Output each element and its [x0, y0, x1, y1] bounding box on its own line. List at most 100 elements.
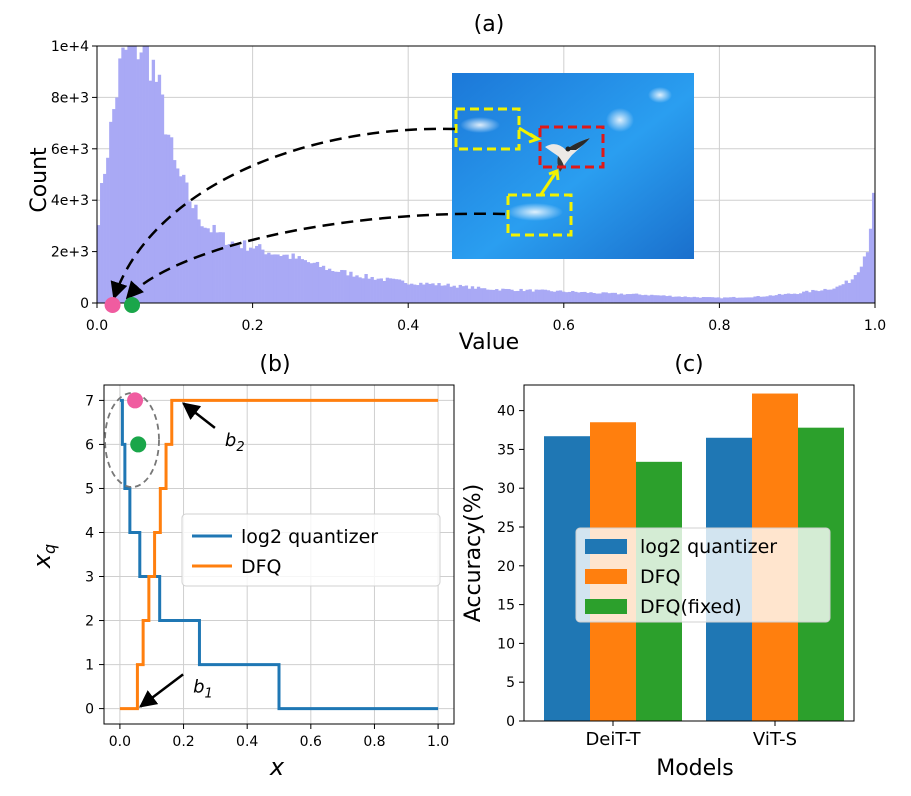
histogram-bar: [640, 295, 645, 303]
histogram-bar: [498, 290, 502, 303]
histogram-bar: [388, 278, 393, 303]
histogram-bar: [577, 292, 581, 303]
histogram-bar: [713, 297, 718, 303]
histogram-bar: [300, 259, 304, 303]
annotation-label: b2: [225, 430, 245, 455]
ylabel-subscript: q: [40, 544, 59, 554]
histogram-bar: [841, 284, 845, 303]
histogram-bar: [753, 296, 757, 303]
histogram-bar: [707, 297, 712, 303]
histogram-bar: [589, 292, 593, 303]
histogram-bar: [191, 208, 195, 303]
histogram-bar: [473, 288, 478, 303]
y-tick-label: 8e+3: [51, 90, 89, 106]
y-tick-label: 15: [497, 598, 515, 614]
histogram-bar: [458, 284, 462, 303]
histogram-bar: [245, 250, 250, 303]
histogram-bar: [726, 297, 730, 303]
legend-frame: [181, 513, 441, 587]
histogram-bar: [695, 297, 700, 303]
histogram-bar: [242, 240, 247, 303]
histogram-bar: [258, 244, 262, 303]
histogram-bar: [792, 293, 797, 303]
histogram-bar: [613, 292, 617, 303]
histogram-bar: [850, 279, 855, 303]
histogram-bar: [662, 295, 666, 303]
panel-c-y-ticks: 0 5 10 15 20 25 30 35 40: [497, 404, 524, 730]
histogram-bar: [169, 137, 174, 303]
y-tick-label: 1: [85, 658, 94, 674]
panel-a-y-ticks: 0 2e+3 4e+3 6e+3 8e+3 1e+4: [51, 39, 97, 312]
histogram-bar: [561, 291, 566, 303]
y-tick-label: 1e+4: [51, 39, 89, 55]
histogram-bar: [598, 293, 602, 303]
histogram-bar: [507, 289, 511, 303]
histogram-bar: [160, 94, 165, 303]
annotation-label-subscript: 2: [236, 440, 244, 455]
histogram-bar: [416, 285, 420, 303]
histogram-bar: [568, 291, 572, 303]
legend-label: log2 quantizer: [640, 536, 777, 558]
histogram-bar: [361, 278, 365, 303]
histogram-bar: [665, 296, 669, 303]
y-tick-label: 0: [85, 702, 94, 718]
y-tick-label: 4: [85, 525, 94, 541]
dashed-curve-top: [110, 127, 456, 300]
histogram-bar: [151, 59, 156, 304]
yellow-arrowhead-icon: [528, 132, 542, 144]
histogram-bar: [780, 294, 785, 303]
x-tick-label: 0.6: [300, 734, 322, 750]
histogram-bar: [549, 291, 554, 303]
histogram-bar: [455, 287, 459, 303]
histogram-bar: [133, 46, 137, 303]
histogram-bar: [777, 293, 782, 303]
x-tick-label: 0.8: [708, 318, 730, 334]
panel-b-title: (b): [259, 352, 290, 377]
histogram-bar: [759, 296, 763, 303]
x-tick-label: DeiT-T: [585, 729, 641, 750]
histogram-bar: [370, 276, 374, 303]
histogram-bar: [786, 293, 791, 303]
histogram-bar: [251, 248, 256, 303]
histogram-bar: [236, 245, 241, 303]
panel-b-legend: log2 quantizer DFQ: [181, 513, 441, 587]
legend-label: DFQ: [640, 566, 681, 588]
histogram-bar: [519, 288, 523, 303]
histogram-bar: [376, 278, 380, 303]
histogram-bar: [795, 294, 800, 303]
histogram-bar: [486, 289, 490, 303]
histogram-bar: [267, 252, 271, 303]
histogram-bar: [701, 297, 706, 303]
histogram-bar: [109, 121, 113, 304]
histogram-bar: [154, 81, 159, 304]
histogram-bar: [358, 277, 362, 303]
histogram-bar: [309, 263, 314, 303]
histogram-bar: [644, 294, 648, 303]
histogram-bar: [410, 283, 414, 303]
histogram-bar: [744, 297, 748, 303]
histogram-bar: [732, 296, 736, 303]
histogram-bar: [285, 254, 289, 303]
y-tick-label: 2: [85, 614, 94, 630]
histogram-bar: [279, 256, 283, 303]
histogram-bar: [622, 294, 627, 303]
histogram-bar: [136, 59, 140, 303]
histogram-bar: [716, 297, 721, 303]
histogram-bar: [677, 296, 681, 303]
histogram-bar: [291, 253, 295, 303]
histogram-bar: [865, 252, 870, 303]
histogram-bar: [501, 288, 505, 303]
histogram-bar: [574, 291, 578, 303]
histogram-bar: [112, 109, 116, 303]
histogram-bar: [504, 288, 508, 303]
histogram-bar: [212, 224, 216, 303]
panel-a-ylabel: Count: [27, 147, 52, 213]
histogram-bar: [558, 290, 563, 303]
histogram-bar: [565, 292, 569, 303]
histogram-bar: [765, 296, 769, 303]
histogram-bar: [194, 204, 198, 303]
histogram-bar: [440, 285, 444, 303]
annotation-label-base: b: [225, 430, 236, 451]
